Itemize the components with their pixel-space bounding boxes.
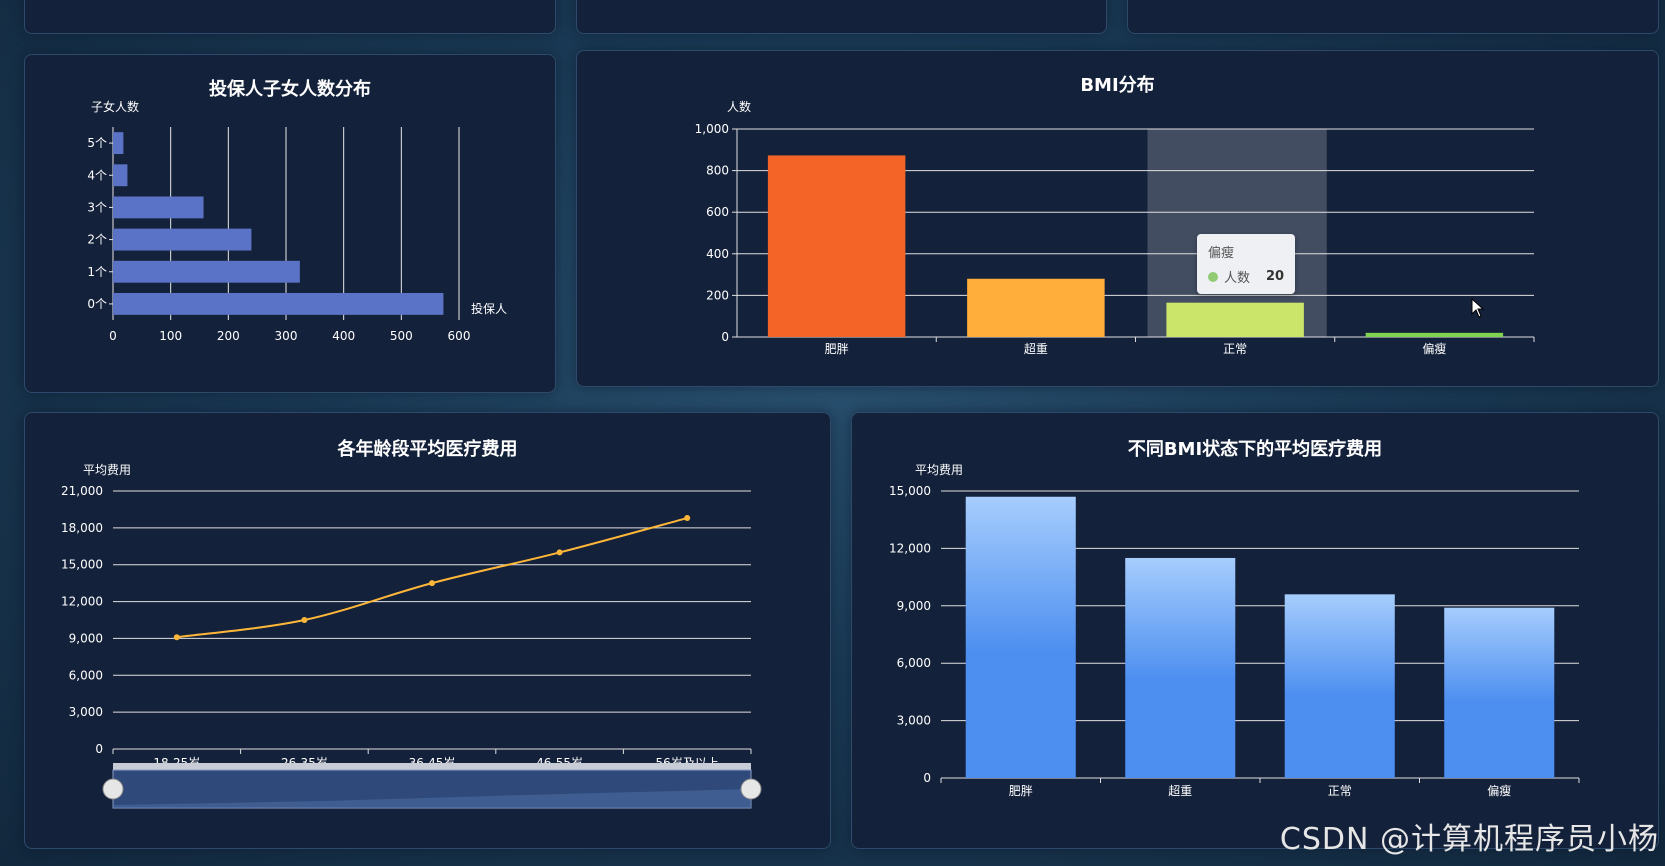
datazoom-handle-right-icon	[740, 778, 762, 800]
bar	[113, 132, 124, 155]
y-tick-label: 400	[706, 247, 729, 261]
y-tick-label: 800	[706, 164, 729, 178]
y-tick-label: 1个	[87, 265, 107, 279]
x-tick-label: 超重	[1168, 783, 1192, 798]
y-axis-title: 平均费用	[83, 463, 131, 477]
x-tick-label: 400	[332, 329, 355, 343]
x-tick-label: 偏瘦	[1487, 783, 1511, 798]
y-tick-label: 4个	[87, 168, 107, 182]
chart-title: 各年龄段平均医疗费用	[337, 439, 518, 460]
x-tick-label: 正常	[1328, 784, 1352, 798]
bar	[767, 155, 906, 337]
x-tick-label: 100	[159, 329, 182, 343]
age-line-chart[interactable]: 0 3,000 6,000 9,000 12,000 15,000 18,000 21,000…	[25, 413, 830, 848]
bar	[965, 496, 1076, 778]
x-tick-label: 正常	[1223, 342, 1247, 356]
x-tick-label: 肥胖	[825, 342, 849, 356]
tooltip-dot-icon	[1208, 271, 1218, 282]
y-tick-label: 0个	[87, 297, 107, 311]
bar	[1444, 607, 1555, 778]
x-tick-label: 肥胖	[1009, 784, 1033, 798]
x-tick-label: 500	[390, 329, 413, 343]
bmi-chart-panel: BMI分布 0 200 400 600 800 1,000 肥胖 超重 正常 偏瘦 人数 偏瘦 人数…	[576, 50, 1659, 387]
data-point	[556, 549, 563, 556]
bar	[1365, 332, 1504, 337]
bar	[1166, 302, 1304, 337]
children-chart-panel: 投保人子女人数分布 0 100 200 300 400 500 600 0个 1个 2个 3个 4个 5…	[24, 54, 556, 393]
y-tick-label: 1,000	[695, 122, 729, 136]
y-tick-label: 0	[95, 742, 103, 756]
bar	[1125, 557, 1236, 778]
y-tick-label: 0	[923, 771, 931, 785]
y-tick-label: 6,000	[69, 668, 103, 682]
y-tick-label: 18,000	[61, 521, 103, 535]
y-axis-title: 平均费用	[915, 463, 963, 477]
y-tick-label: 6,000	[897, 656, 931, 670]
bmi-cost-chart-panel: 不同BMI状态下的平均医疗费用 0 3,000 6,000 9,000 12,000 15…	[851, 412, 1659, 849]
datazoom-preview	[113, 789, 751, 808]
x-tick-label: 偏瘦	[1422, 341, 1446, 356]
y-axis-title: 人数	[727, 99, 751, 114]
top-panel-right	[1127, 0, 1659, 34]
y-tick-label: 3,000	[897, 714, 931, 728]
y-tick-label: 0	[721, 330, 729, 344]
chart-title: 不同BMI状态下的平均医疗费用	[1127, 439, 1383, 460]
bar	[1284, 594, 1395, 778]
x-tick-label: 超重	[1024, 341, 1048, 356]
y-tick-label: 3个	[87, 200, 107, 214]
datazoom-handle-left-icon	[102, 778, 124, 800]
top-panel-left	[24, 0, 556, 34]
chart-tooltip: 偏瘦 人数 20	[1197, 234, 1296, 294]
watermark: CSDN @计算机程序员小杨	[1279, 822, 1659, 857]
data-point	[173, 634, 180, 641]
datazoom-top-bar	[113, 763, 751, 770]
y-tick-label: 9,000	[897, 599, 931, 613]
y-tick-label: 200	[706, 288, 729, 302]
bar	[113, 228, 252, 251]
hover-highlight	[1147, 129, 1327, 337]
x-tick-label: 0	[109, 329, 117, 343]
y-tick-label: 600	[706, 205, 729, 219]
chart-title: 投保人子女人数分布	[209, 79, 371, 100]
bar	[967, 278, 1105, 337]
y-tick-label: 5个	[87, 136, 107, 150]
y-tick-label: 12,000	[61, 595, 103, 609]
y-tick-label: 15,000	[61, 558, 103, 572]
tooltip-series: 人数	[1224, 271, 1251, 286]
series-line	[176, 517, 688, 639]
bar	[113, 260, 300, 283]
x-axis-title: 投保人	[471, 301, 507, 316]
x-tick-label: 600	[448, 329, 471, 343]
bmi-cost-bar-chart[interactable]: 0 3,000 6,000 9,000 12,000 15,000 肥胖 超重 正常 偏瘦 平均费用	[852, 413, 1658, 848]
mouse-cursor-icon	[1471, 298, 1485, 318]
y-tick-label: 12,000	[889, 541, 931, 555]
chart-title: BMI分布	[1080, 75, 1155, 96]
bar	[113, 196, 204, 219]
y-tick-label: 3,000	[69, 705, 103, 719]
y-tick-label: 15,000	[889, 484, 931, 498]
data-point	[684, 515, 691, 522]
x-tick-label: 200	[217, 329, 240, 343]
y-tick-label: 9,000	[69, 631, 103, 645]
top-panel-middle	[576, 0, 1107, 34]
bar	[113, 292, 444, 315]
x-tick-label: 300	[275, 329, 298, 343]
y-axis-title: 子女人数	[91, 99, 139, 114]
tooltip-category: 偏瘦	[1208, 246, 1235, 261]
data-point	[429, 580, 435, 587]
tooltip-value: 20	[1266, 269, 1285, 284]
y-tick-label: 21,000	[61, 484, 103, 498]
bar	[113, 164, 128, 187]
data-point	[301, 617, 308, 623]
age-cost-chart-panel: 各年龄段平均医疗费用 0 3,000 6,000 9,000 12,000 15,000 1…	[24, 412, 831, 849]
y-tick-label: 2个	[87, 233, 107, 247]
